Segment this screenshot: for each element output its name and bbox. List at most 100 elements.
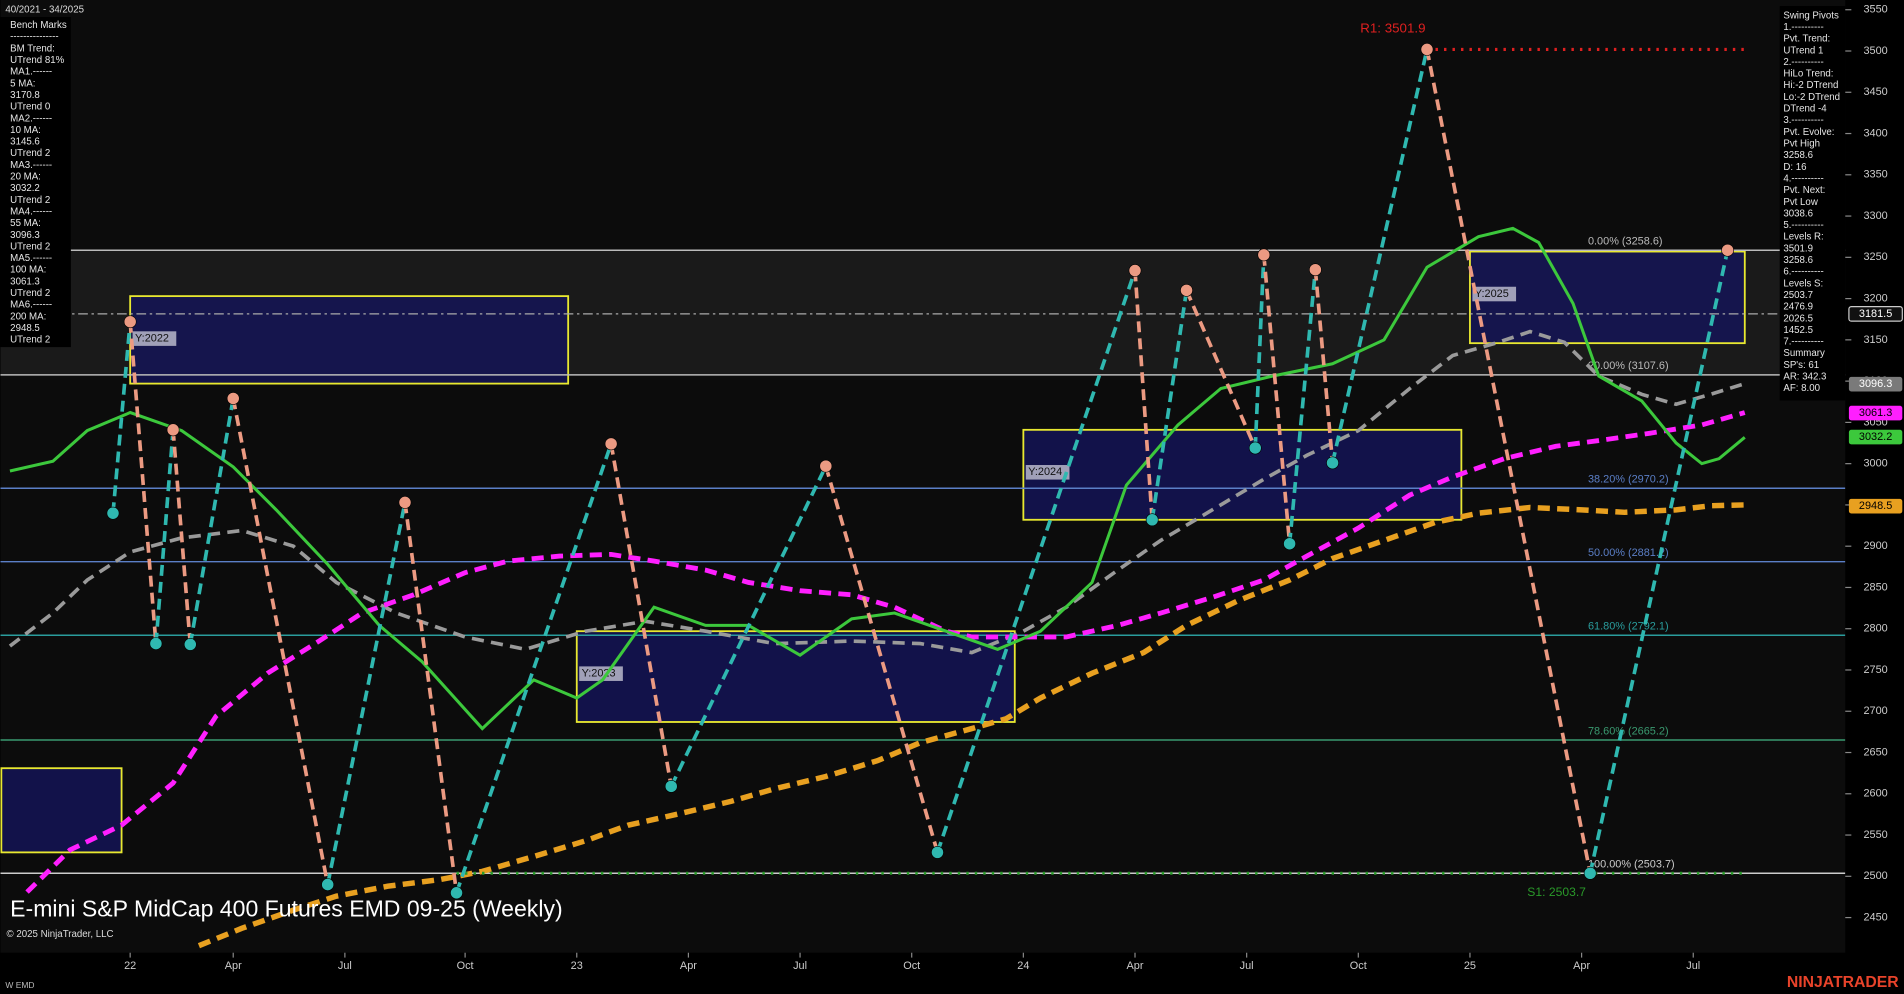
left-panel-line: 100 MA: [10,265,46,276]
price-tag [1848,305,1903,322]
swing-segment [1588,249,1730,874]
pivot-low [1283,537,1296,551]
pivot-high [1308,263,1322,277]
year-label: Y:2025 [1475,288,1509,300]
left-panel-line: Bench Marks [10,20,67,31]
pivot-low [1326,456,1339,470]
year-label-bg [132,331,177,346]
ma-line [8,329,1746,655]
left-panel-line: MA4.------ [10,206,52,217]
pivot-low [450,886,463,900]
left-panel-line: 3096.3 [10,230,40,241]
y-tick-label: 3250 [1863,251,1887,263]
swing-segment [1253,254,1266,449]
left-panel-line: BM Trend: [10,43,55,54]
left-panel-line: UTrend 2 [10,148,50,159]
swing-segment [609,443,674,787]
right-panel-line: DTrend -4 [1783,104,1827,115]
left-panel-line: 10 MA: [10,125,41,136]
year-box [129,295,570,385]
y-tick-label: 3450 [1863,86,1887,98]
year-box [1022,428,1463,521]
y-tick-label: 2650 [1863,746,1887,758]
fib-label: 50.00% (2881.2) [1588,547,1669,559]
right-panel-line: Hi:-2 DTrend [1783,80,1838,91]
swing-segment [1133,270,1154,520]
right-panel-bg [1779,6,1846,401]
right-panel-line: Levels S: [1783,278,1823,289]
left-panel-line: 55 MA: [10,218,41,229]
plot-area [0,0,1846,953]
x-tick-label: Apr [680,960,697,972]
right-panel-line: SP's: 61 [1783,360,1819,371]
right-panel-line: 5.---------- [1783,220,1823,231]
price-tag-label: 3032.2 [1859,431,1892,443]
year-label: Y:2023 [582,668,616,680]
price-tag [1848,376,1903,392]
swing-segment [1262,254,1292,544]
fib-label: 61.80% (2792.1) [1588,621,1669,633]
pivot-high [1180,283,1193,297]
right-panel-line: Pvt Low [1783,197,1818,208]
pivot-high [226,392,240,405]
price-tag [1848,429,1903,445]
right-panel-line: 7.---------- [1783,337,1823,348]
swing-segment [1150,290,1189,521]
copyright: © 2025 NinjaTrader, LLC [7,929,114,940]
right-panel-line: D: 16 [1783,162,1806,173]
left-panel-line: UTrend 2 [10,335,50,346]
pivot-low [1248,441,1262,455]
x-tick-label: Apr [225,960,242,972]
pivot-low [183,638,197,651]
pivot-low [1145,513,1159,527]
chart-title: E-mini S&P MidCap 400 Futures EMD 09-25 … [10,895,562,921]
year-label-bg [1472,286,1517,302]
price-tag-label: 3181.5 [1859,308,1892,320]
y-tick-label: 2750 [1863,664,1887,676]
left-panel-line: MA3.------ [10,160,52,171]
right-panel-line: Levels R: [1783,232,1823,243]
pivot-high [1721,243,1734,257]
pivot-low [321,878,335,891]
x-tick-label: Jul [338,960,352,972]
left-panel-line: UTrend 2 [10,288,50,299]
left-panel-line: UTrend 2 [10,241,50,252]
pivot-low [149,637,163,650]
right-panel-line: 6.---------- [1783,267,1823,278]
year-box [575,630,1016,723]
swing-segment [1313,269,1335,463]
swing-segment [171,429,193,645]
y-tick-label: 3200 [1863,292,1887,304]
right-panel-line: AF: 8.00 [1783,383,1820,394]
brand: NINJATRADER [1787,974,1899,991]
left-panel-line: UTrend 81% [10,55,64,66]
year-label: Y:2024 [1028,466,1062,478]
left-panel-bg [0,16,71,348]
fib-label: 78.60% (2665.2) [1588,725,1669,737]
resistance-label: R1: 3501.9 [1360,20,1425,35]
left-panel-line: MA5.------ [10,253,52,264]
pivot-low [664,779,678,793]
x-tick-label: Jul [793,960,807,972]
pivot-low [106,506,120,520]
pivot-high [1257,248,1271,262]
right-panel-line: Pvt. Next: [1783,185,1825,196]
left-panel-line: 3061.3 [10,276,40,287]
x-tick-label: 23 [571,960,583,972]
swing-segment [669,465,828,788]
left-panel-line: 20 MA: [10,172,41,183]
swing-segment [128,321,158,644]
right-panel-line: 2026.5 [1783,313,1813,324]
support-label: S1: 2503.7 [1527,885,1586,899]
swing-segment [325,502,407,885]
left-panel-line: 2948.5 [10,323,40,334]
instrument: W EMD [5,980,34,990]
right-panel-line: Lo:-2 DTrend [1783,92,1840,103]
right-panel-line: 4.---------- [1783,173,1823,184]
right-panel-line: 1452.5 [1783,325,1813,336]
pivot-high [1420,43,1434,56]
right-panel-line: Summary [1783,348,1825,359]
x-tick-label: Oct [457,960,474,972]
right-panel-line: UTrend 1 [1783,45,1823,56]
pivot-high [819,459,833,473]
